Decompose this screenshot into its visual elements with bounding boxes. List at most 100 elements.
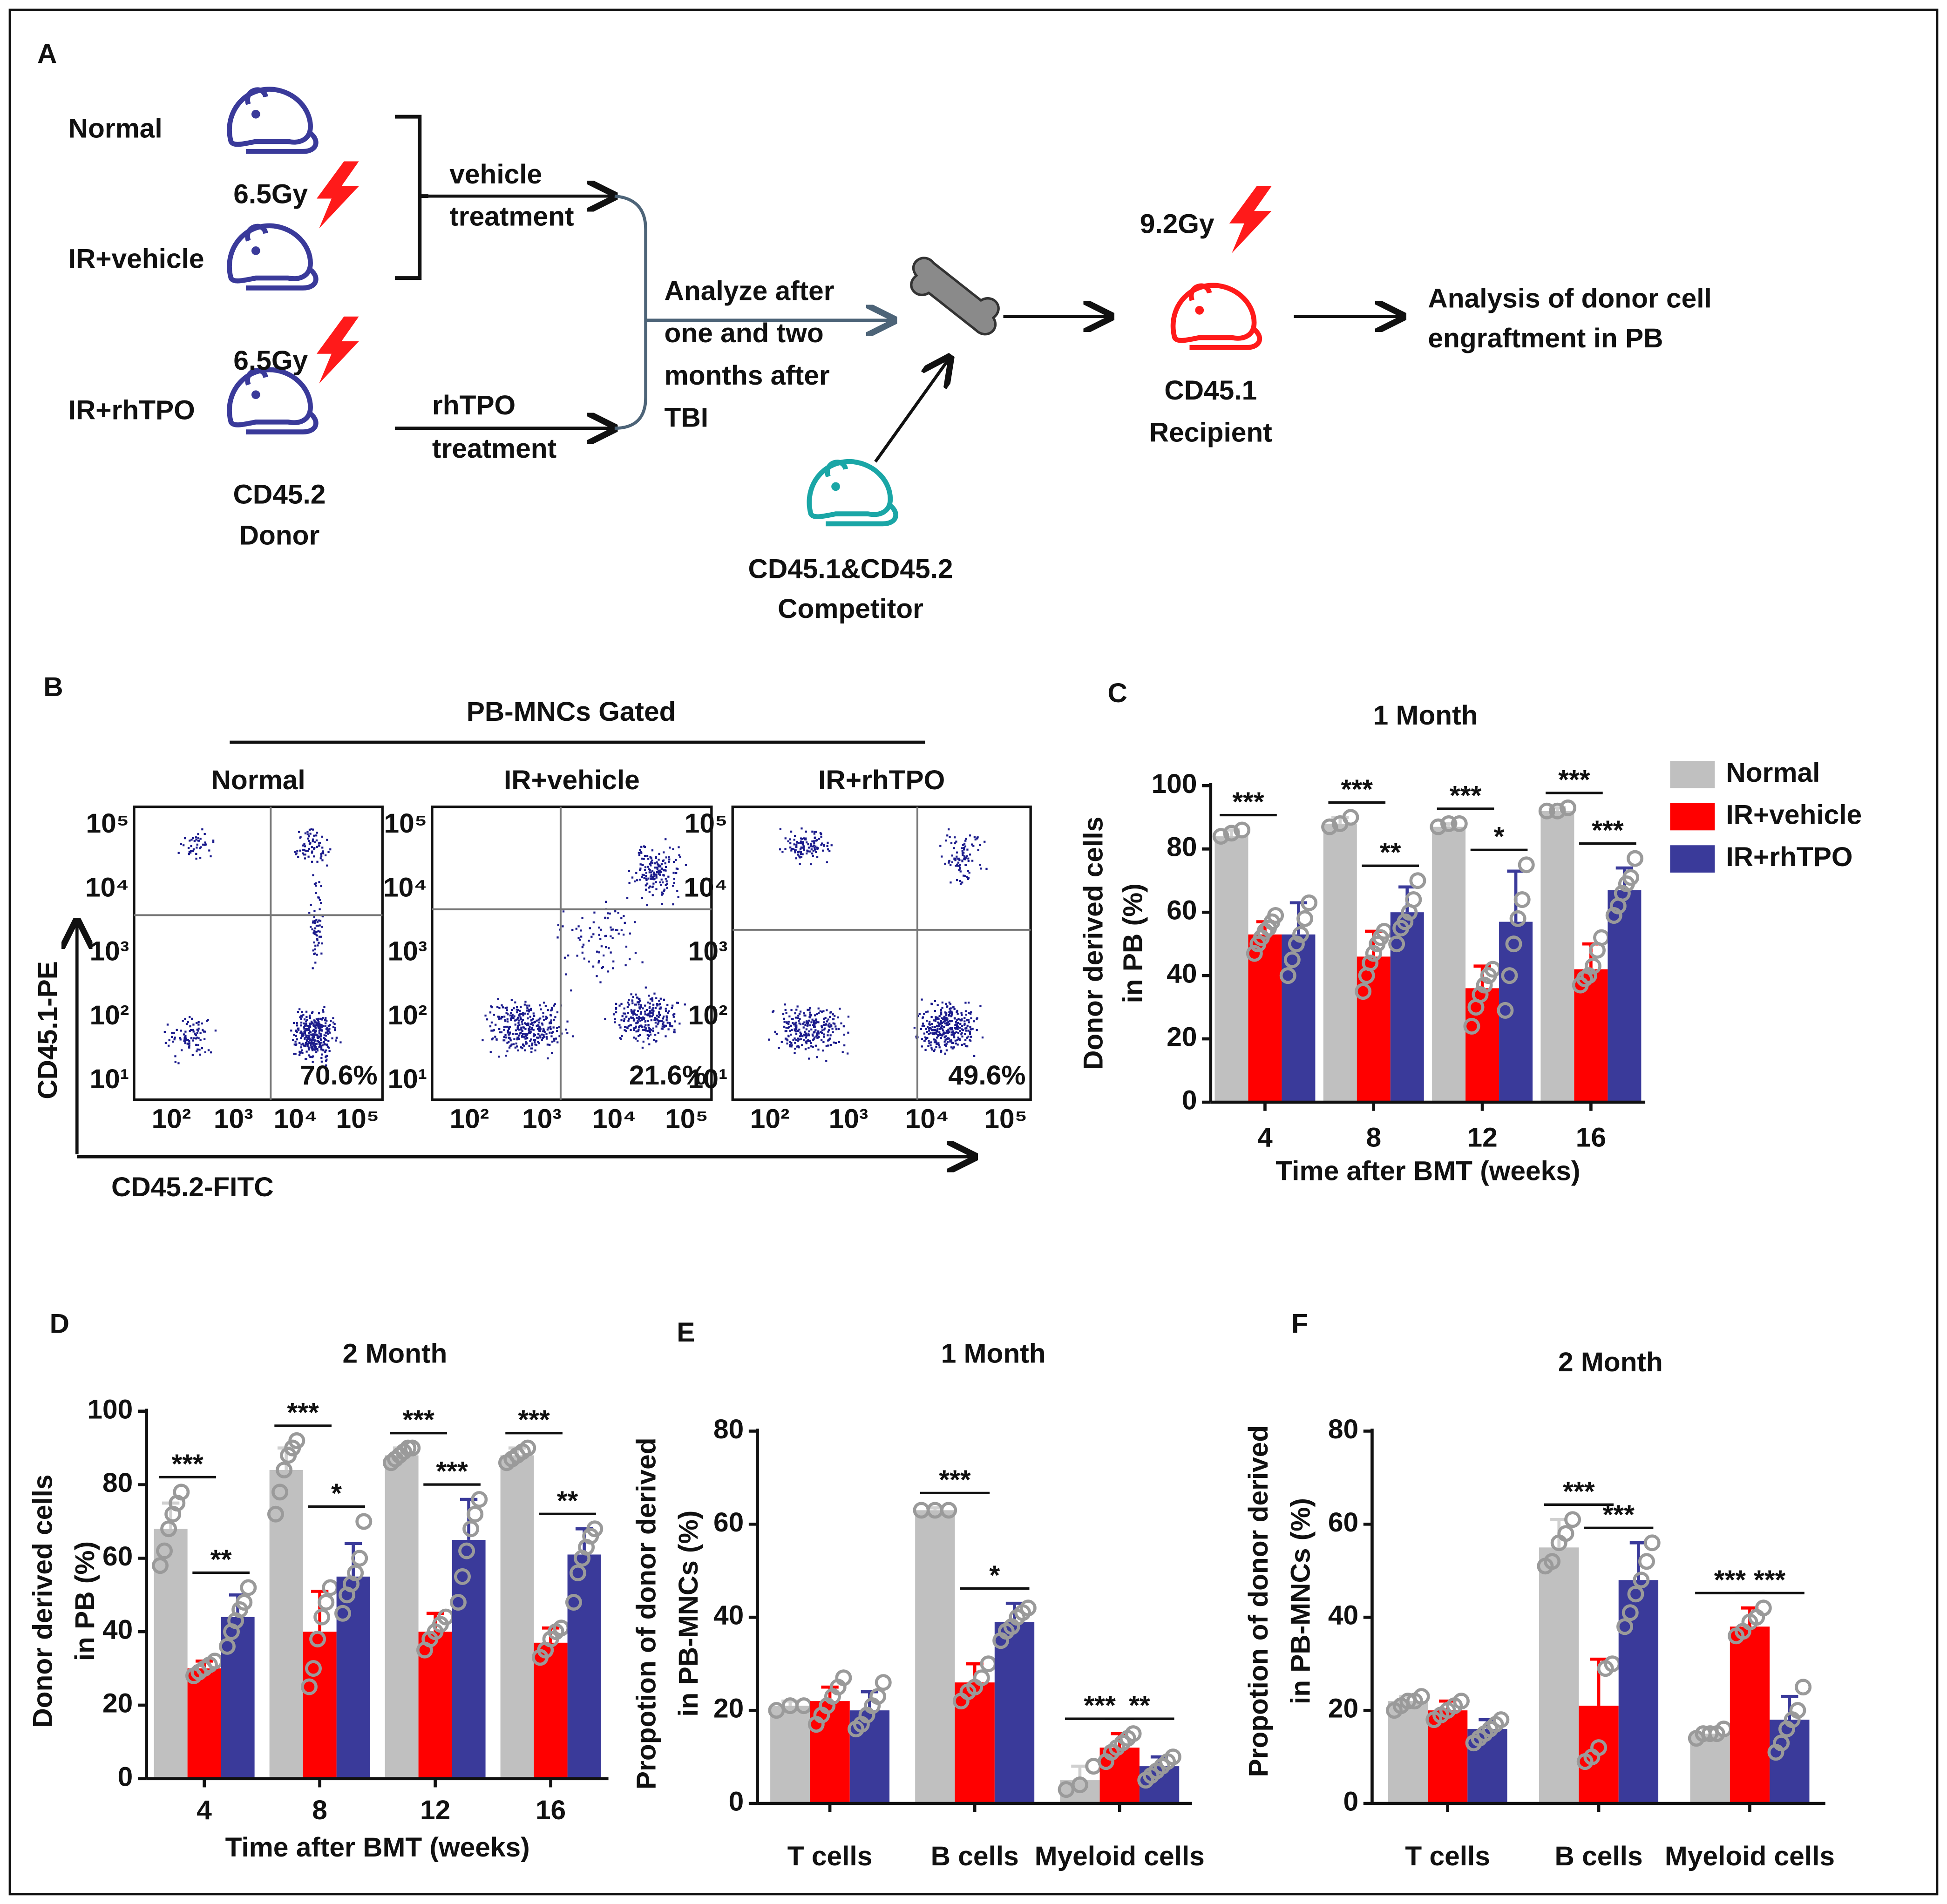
y-tick-label: 60 [1328,1507,1358,1538]
percentage: 70.6% [300,1060,377,1091]
x-tick-label: 10⁴ [273,1104,317,1134]
y-tick-label: 100 [1152,769,1197,799]
y-tick-label: 80 [713,1414,744,1444]
significance-label: * [1494,822,1505,852]
legend-swatch [1670,803,1715,831]
bar [1574,969,1608,1103]
mouse-icon [230,89,316,152]
radiation-icon [316,161,359,229]
step-label: Analyze after [665,276,834,306]
bar [1540,811,1574,1103]
panel-label: D [50,1308,69,1339]
data-point [1362,954,1379,971]
data-point [1590,1739,1608,1756]
data-point [1388,935,1405,953]
x-tick-label: Myeloid cells [1035,1841,1205,1871]
data-point [267,1505,284,1523]
x-tick-label: 8 [1366,1123,1381,1153]
connector [614,194,647,430]
data-point [1564,1511,1581,1528]
y-tick-label: 10² [688,1000,728,1030]
data-point [1451,815,1468,832]
x-tick-label: 10³ [214,1104,253,1134]
data-point [1518,856,1535,874]
mouse-icon [230,370,316,432]
data-point [449,1594,467,1611]
data-point [1019,1599,1037,1617]
y-tick-label: 10¹ [387,1064,427,1094]
data-point [1397,913,1414,930]
data-point [1342,809,1359,826]
x-tick-label: 10² [152,1104,191,1134]
bar [1323,823,1357,1103]
bar [567,1554,601,1779]
y-axis-title: Propotion of donor derived [631,1437,661,1789]
panel-label: F [1291,1308,1308,1339]
x-tick-label: 16 [1576,1123,1606,1153]
significance-label: *** [1558,765,1590,795]
x-tick-label: T cells [787,1841,873,1871]
data-point [1627,850,1644,867]
flow-dots [163,828,342,1067]
chart-title: 1 Month [941,1338,1046,1369]
data-point [1463,1017,1480,1035]
x-tick-label: 12 [1467,1123,1497,1153]
x-tick-label: 4 [1257,1123,1273,1153]
data-point [1544,1553,1561,1570]
data-point [1605,907,1622,924]
data-point [1234,821,1251,839]
data-point [835,1669,852,1687]
data-point [1212,828,1229,845]
bar [1214,836,1248,1103]
data-point [940,1502,957,1519]
data-point [1616,1618,1634,1635]
data-point [1560,799,1577,816]
plot-frame [731,805,1032,1101]
step-label: CD45.1 [1164,375,1257,406]
data-point [288,1432,305,1449]
data-point [1789,1702,1806,1719]
y-axis-title: in PB (%) [1118,883,1148,1003]
data-point [980,1655,997,1673]
x-tick-label: 10⁵ [336,1104,380,1134]
y-tick-label: 20 [1167,1022,1197,1052]
brace [394,115,428,280]
y-tick-label: 40 [102,1615,133,1645]
data-point [1223,825,1240,842]
y-axis-title: Donor derived cells [27,1475,58,1728]
bar [1770,1720,1810,1804]
y-tick-label: 60 [713,1507,744,1538]
significance-label: ** [1380,838,1401,868]
data-point [347,1564,364,1581]
data-point [1472,986,1489,1003]
data-point [1492,1711,1510,1728]
data-point [1246,945,1263,962]
arrow [874,358,950,463]
y-tick-label: 10³ [387,936,427,967]
x-tick-label: 10³ [522,1104,562,1134]
step-label: CD45.2 [233,480,326,510]
data-point [1513,891,1531,908]
y-tick-label: 60 [1167,895,1197,926]
group-label: IR+vehicle [68,244,204,274]
panel-label: A [37,39,57,69]
x-tick-label: 10⁵ [984,1104,1027,1134]
data-point [973,1669,990,1687]
group-label: Normal [68,113,163,143]
significance-label: *** [1563,1477,1595,1507]
bar [1427,1710,1468,1804]
significance-label: *** [1714,1565,1746,1595]
significance-label: ** [557,1486,578,1516]
flow-dots [482,838,687,1060]
data-point [1755,1599,1772,1617]
y-tick-label: 20 [1328,1694,1358,1724]
step-label: CD45.1&CD45.2 [748,554,953,584]
step-label: rhTPO [432,390,516,420]
y-tick-label: 0 [1182,1085,1197,1116]
step-label: Recipient [1149,417,1272,447]
step-label: Analysis of donor cell [1428,284,1711,314]
data-point [1279,967,1296,984]
y-tick-label: 10¹ [688,1064,728,1094]
y-tick-label: 10³ [688,936,728,967]
